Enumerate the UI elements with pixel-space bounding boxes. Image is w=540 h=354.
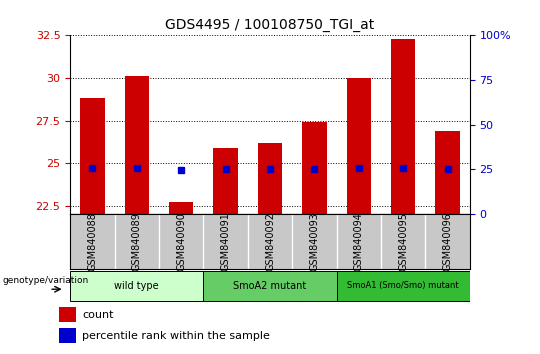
Bar — [169, 202, 193, 214]
Text: count: count — [82, 309, 113, 320]
Bar — [302, 122, 327, 214]
Text: SmoA2 mutant: SmoA2 mutant — [233, 281, 307, 291]
Bar — [336, 271, 470, 301]
Bar — [80, 98, 105, 214]
Text: GSM840089: GSM840089 — [132, 212, 142, 271]
Bar — [391, 39, 415, 214]
Bar — [70, 271, 204, 301]
Text: SmoA1 (Smo/Smo) mutant: SmoA1 (Smo/Smo) mutant — [347, 281, 459, 290]
Text: percentile rank within the sample: percentile rank within the sample — [82, 331, 270, 341]
Text: genotype/variation: genotype/variation — [3, 276, 89, 285]
Bar — [204, 271, 336, 301]
Text: GSM840094: GSM840094 — [354, 212, 364, 271]
Bar — [347, 78, 371, 214]
Text: GSM840096: GSM840096 — [443, 212, 453, 271]
Title: GDS4495 / 100108750_TGI_at: GDS4495 / 100108750_TGI_at — [165, 18, 375, 32]
Bar — [59, 307, 76, 322]
Text: GSM840095: GSM840095 — [398, 212, 408, 271]
Text: wild type: wild type — [114, 281, 159, 291]
Bar — [125, 76, 149, 214]
Bar — [213, 148, 238, 214]
Bar — [59, 328, 76, 343]
Text: GSM840090: GSM840090 — [176, 212, 186, 271]
Text: GSM840091: GSM840091 — [221, 212, 231, 271]
Text: GSM840093: GSM840093 — [309, 212, 319, 271]
Text: GSM840092: GSM840092 — [265, 212, 275, 271]
Bar — [435, 131, 460, 214]
Text: GSM840088: GSM840088 — [87, 212, 97, 271]
Bar — [258, 143, 282, 214]
